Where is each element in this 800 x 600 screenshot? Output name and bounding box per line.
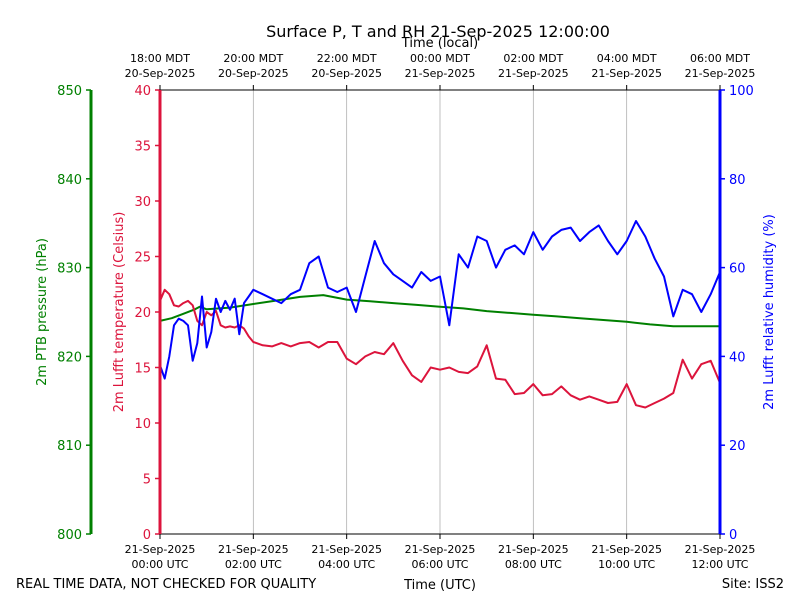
utc-tick-time: 02:00 UTC (225, 558, 282, 571)
pressure-tick-label: 830 (57, 262, 82, 277)
local-tick-date: 21-Sep-2025 (591, 67, 662, 80)
utc-tick-date: 21-Sep-2025 (591, 543, 662, 556)
local-tick-date: 20-Sep-2025 (311, 67, 382, 80)
humidity-tick-label: 60 (729, 262, 746, 277)
local-tick-time: 06:00 MDT (690, 52, 750, 65)
local-tick-date: 20-Sep-2025 (218, 67, 289, 80)
humidity-tick-label: 100 (729, 84, 754, 99)
utc-tick-time: 10:00 UTC (598, 558, 655, 571)
utc-tick-date: 21-Sep-2025 (405, 543, 476, 556)
pressure-tick-label: 840 (57, 173, 82, 188)
local-tick-time: 02:00 MDT (503, 52, 563, 65)
humidity-tick-label: 80 (729, 173, 746, 188)
axes: 800 810 820 830 840 850 0 5 10 15 20 25 30 35 40 0 20 40 6… (57, 52, 755, 571)
temperature-tick-label: 20 (134, 306, 151, 321)
local-tick-date: 21-Sep-2025 (685, 67, 756, 80)
utc-tick-date: 21-Sep-2025 (218, 543, 289, 556)
local-tick-date: 20-Sep-2025 (125, 67, 196, 80)
pressure-tick-label: 810 (57, 439, 82, 454)
local-tick-time: 00:00 MDT (410, 52, 470, 65)
humidity-tick-label: 40 (729, 350, 746, 365)
temperature-axis-label: 2m Lufft temperature (Celsius) (112, 212, 127, 413)
local-tick-time: 22:00 MDT (317, 52, 377, 65)
local-tick-time: 04:00 MDT (597, 52, 657, 65)
temperature-tick-label: 15 (134, 362, 151, 377)
pressure-tick-label: 800 (57, 528, 82, 543)
pressure-tick-label: 820 (57, 350, 82, 365)
utc-tick-time: 04:00 UTC (318, 558, 375, 571)
top-axis-label: Time (local) (401, 36, 478, 51)
temperature-tick-label: 0 (143, 528, 151, 543)
temperature-tick-label: 35 (134, 140, 151, 155)
temperature-tick-label: 10 (134, 417, 151, 432)
pressure-tick-label: 850 (57, 84, 82, 99)
utc-tick-date: 21-Sep-2025 (498, 543, 569, 556)
humidity-tick-label: 20 (729, 439, 746, 454)
grid-lines (252, 90, 628, 534)
humidity-series-line (159, 220, 721, 380)
utc-tick-date: 21-Sep-2025 (311, 543, 382, 556)
local-tick-time: 18:00 MDT (130, 52, 190, 65)
temperature-tick-label: 25 (134, 251, 151, 266)
utc-tick-time: 08:00 UTC (505, 558, 562, 571)
bottom-axis-label: Time (UTC) (403, 578, 476, 593)
site-label: Site: ISS2 (722, 577, 784, 592)
utc-tick-time: 06:00 UTC (411, 558, 468, 571)
chart-title: Surface P, T and RH 21-Sep-2025 12:00:00 (266, 22, 610, 41)
temperature-tick-label: 5 (143, 473, 151, 488)
local-tick-time: 20:00 MDT (223, 52, 283, 65)
humidity-tick-label: 0 (729, 528, 737, 543)
humidity-axis-label: 2m Lufft relative humidity (%) (762, 214, 777, 410)
utc-tick-date: 21-Sep-2025 (685, 543, 756, 556)
utc-tick-date: 21-Sep-2025 (125, 543, 196, 556)
temperature-tick-label: 30 (134, 195, 151, 210)
plot-series (159, 220, 721, 409)
temperature-tick-label: 40 (134, 84, 151, 99)
quality-notice: REAL TIME DATA, NOT CHECKED FOR QUALITY (16, 577, 316, 592)
local-tick-date: 21-Sep-2025 (405, 67, 476, 80)
local-tick-date: 21-Sep-2025 (498, 67, 569, 80)
pressure-axis-label: 2m PTB pressure (hPa) (35, 238, 50, 386)
utc-tick-time: 12:00 UTC (691, 558, 748, 571)
utc-tick-time: 00:00 UTC (131, 558, 188, 571)
